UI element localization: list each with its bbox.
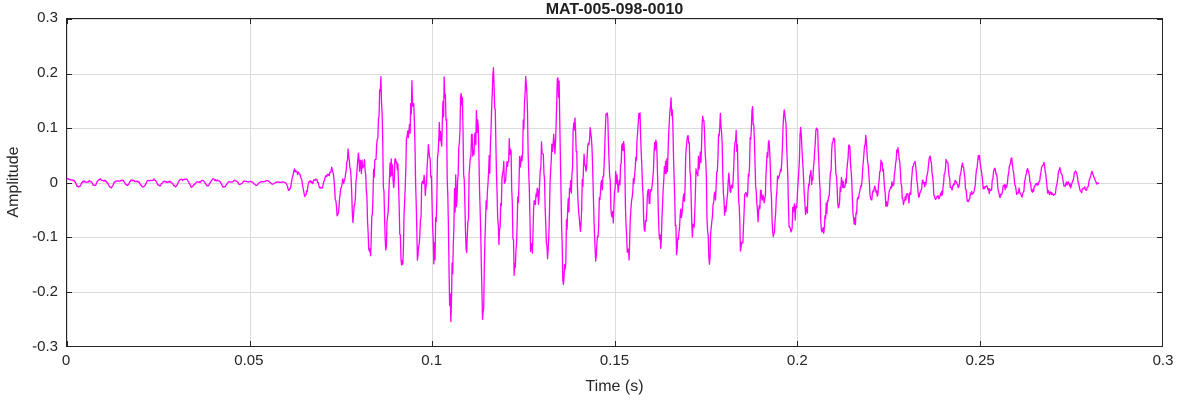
- x-tick-label: 0.15: [599, 352, 630, 369]
- plot-canvas: [67, 19, 1162, 346]
- y-tick-label: -0.3: [32, 338, 58, 355]
- x-tick-label: 0: [61, 352, 71, 369]
- x-tick-label: 0.2: [786, 352, 808, 369]
- y-tick-label: 0: [49, 173, 58, 191]
- x-axis-label: Time (s): [585, 378, 644, 395]
- plot-area: [66, 18, 1163, 347]
- x-tick-label: 0.3: [1152, 352, 1174, 369]
- x-tick-label: 0.05: [234, 352, 264, 369]
- y-tick-label: 0.2: [37, 63, 58, 81]
- x-tick-label: 0.1: [421, 352, 443, 369]
- y-tick-label: -0.1: [32, 228, 58, 246]
- y-tick-label: 0.3: [37, 9, 58, 26]
- y-tick-label: 0.1: [37, 118, 58, 136]
- y-tick-label: -0.2: [32, 283, 58, 301]
- x-tick-label: 0.25: [965, 352, 995, 369]
- plot-title: MAT-005-098-0010: [545, 1, 684, 18]
